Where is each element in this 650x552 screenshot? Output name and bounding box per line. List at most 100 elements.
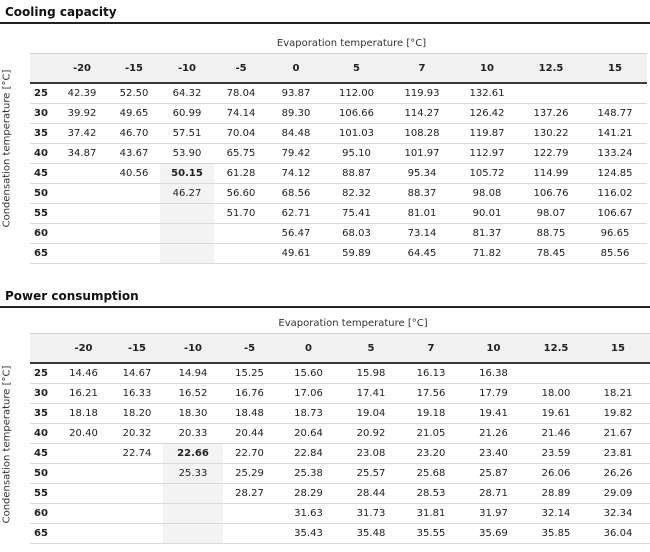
table-cell: 79.42 <box>268 143 324 164</box>
table-cell: 22.84 <box>276 443 341 464</box>
table-row: 65 35.43 35.48 35.55 35.69 35.85 36.04 <box>30 523 650 544</box>
table-cell: 21.46 <box>526 423 586 444</box>
table-cell: 21.26 <box>461 423 526 444</box>
table-cell: 18.20 <box>111 403 163 424</box>
column-header: -10 <box>160 53 214 84</box>
table-cell <box>56 203 108 224</box>
column-header: -15 <box>111 333 163 364</box>
power-consumption-section: Power consumption Condensation temperatu… <box>0 289 650 551</box>
table-cell <box>583 83 647 104</box>
table-cell: 64.45 <box>389 243 455 264</box>
table-cell: 43.67 <box>108 143 160 164</box>
table-cell <box>586 363 650 384</box>
table-cell <box>223 523 276 544</box>
column-header: 7 <box>401 333 461 364</box>
table-row: 35 18.18 18.20 18.30 18.48 18.73 19.04 19.18 19.… <box>30 403 650 424</box>
table-cell: 119.87 <box>455 123 519 144</box>
table-cell: 108.28 <box>389 123 455 144</box>
table-cell: 53.90 <box>160 143 214 164</box>
table-cell: 98.07 <box>519 203 583 224</box>
table-cell: 75.41 <box>324 203 389 224</box>
table-cell <box>111 523 163 544</box>
table-cell: 95.34 <box>389 163 455 184</box>
table-cell: 84.48 <box>268 123 324 144</box>
table-cell: 88.87 <box>324 163 389 184</box>
table-cell: 81.01 <box>389 203 455 224</box>
table-cell: 20.92 <box>341 423 401 444</box>
table-cell <box>111 483 163 504</box>
table-cell: 28.89 <box>526 483 586 504</box>
table-cell: 20.33 <box>163 423 223 444</box>
table-cell: 101.03 <box>324 123 389 144</box>
table-cell: 28.71 <box>461 483 526 504</box>
table-cell: 50.15 <box>160 163 214 184</box>
table-cell <box>111 463 163 484</box>
column-header: -10 <box>163 333 223 364</box>
table-cell: 18.48 <box>223 403 276 424</box>
table-cell: 21.05 <box>401 423 461 444</box>
table-cell: 17.06 <box>276 383 341 404</box>
table-cell: 29.09 <box>586 483 650 504</box>
table-row: 60 56.47 68.03 73.14 81.37 88.75 96.65 <box>30 223 647 244</box>
table-cell <box>56 503 111 524</box>
table-cell: 23.81 <box>586 443 650 464</box>
table-cell <box>108 223 160 244</box>
column-header: -20 <box>56 53 108 84</box>
table-cell: 18.00 <box>526 383 586 404</box>
table-cell: 17.56 <box>401 383 461 404</box>
table-cell: 49.61 <box>268 243 324 264</box>
table-cell: 20.32 <box>111 423 163 444</box>
table-cell: 35.55 <box>401 523 461 544</box>
table-cell: 95.10 <box>324 143 389 164</box>
row-header: 65 <box>30 523 56 544</box>
table-cell <box>56 183 108 204</box>
table-cell: 37.42 <box>56 123 108 144</box>
table-cell: 22.70 <box>223 443 276 464</box>
table-cell: 74.14 <box>214 103 268 124</box>
table-cell: 57.51 <box>160 123 214 144</box>
table-cell: 49.65 <box>108 103 160 124</box>
table-cell: 14.67 <box>111 363 163 384</box>
table-cell: 16.38 <box>461 363 526 384</box>
table-cell: 16.52 <box>163 383 223 404</box>
table-cell: 23.59 <box>526 443 586 464</box>
table-cell: 19.82 <box>586 403 650 424</box>
row-header: 55 <box>30 483 56 504</box>
table-cell: 19.04 <box>341 403 401 424</box>
table-cell: 16.21 <box>56 383 111 404</box>
table-cell: 133.24 <box>583 143 647 164</box>
table-cell <box>163 483 223 504</box>
table-cell: 122.79 <box>519 143 583 164</box>
row-axis-label: Condensation temperature [°C] <box>1 69 13 227</box>
table-cell: 56.47 <box>268 223 324 244</box>
table-cell <box>56 483 111 504</box>
table-cell <box>56 523 111 544</box>
table-cell: 64.32 <box>160 83 214 104</box>
column-header: 7 <box>389 53 455 84</box>
table-cell: 106.67 <box>583 203 647 224</box>
table-cell: 61.28 <box>214 163 268 184</box>
table-cell: 36.04 <box>586 523 650 544</box>
table-row: 50 25.33 25.29 25.38 25.57 25.68 25.87 26.06 26.… <box>30 463 650 484</box>
table-cell: 93.87 <box>268 83 324 104</box>
table-cell: 78.45 <box>519 243 583 264</box>
table-cell: 71.82 <box>455 243 519 264</box>
column-group-header: Evaporation temperature [°C] <box>56 313 650 334</box>
column-header: 0 <box>276 333 341 364</box>
table-cell: 88.75 <box>519 223 583 244</box>
table-cell: 85.56 <box>583 243 647 264</box>
table-cell: 32.34 <box>586 503 650 524</box>
table-cell: 46.70 <box>108 123 160 144</box>
table-cell: 106.76 <box>519 183 583 204</box>
row-header: 45 <box>30 443 56 464</box>
table-cell: 25.29 <box>223 463 276 484</box>
row-axis-label: Condensation temperature [°C] <box>1 365 13 523</box>
table-cell: 31.97 <box>461 503 526 524</box>
row-header: 40 <box>30 423 56 444</box>
row-header: 25 <box>30 363 56 384</box>
table-row: 60 31.63 31.73 31.81 31.97 32.14 32.34 <box>30 503 650 524</box>
table-cell: 90.01 <box>455 203 519 224</box>
table-cell: 14.46 <box>56 363 111 384</box>
row-header-corner <box>30 313 56 334</box>
table-cell: 137.26 <box>519 103 583 124</box>
